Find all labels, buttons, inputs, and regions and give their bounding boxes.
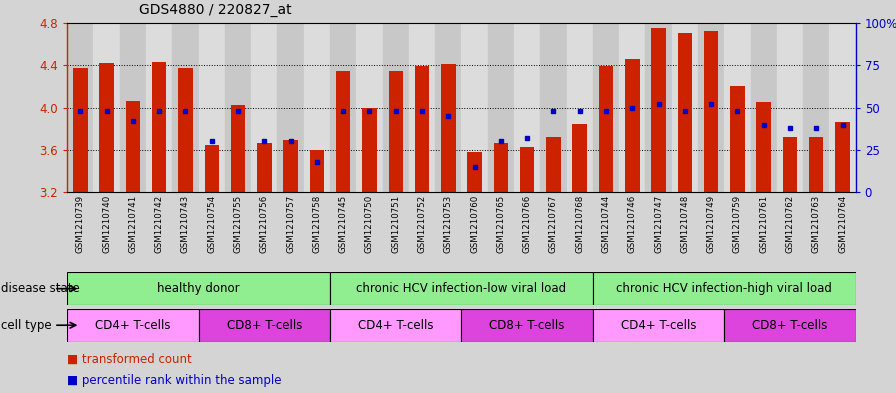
Bar [409, 23, 435, 192]
Bar [573, 123, 587, 192]
Bar [152, 62, 167, 192]
Text: chronic HCV infection-high viral load: chronic HCV infection-high viral load [616, 282, 832, 295]
Bar [730, 86, 745, 192]
Bar [672, 23, 698, 192]
Bar [461, 23, 487, 192]
Bar [566, 23, 593, 192]
Text: CD4+ T-cells: CD4+ T-cells [621, 319, 696, 332]
Bar [724, 23, 751, 192]
Bar [178, 68, 193, 192]
Text: CD4+ T-cells: CD4+ T-cells [95, 319, 170, 332]
Bar [172, 23, 199, 192]
Bar [199, 309, 330, 342]
Bar [330, 309, 461, 342]
Text: disease state: disease state [1, 282, 80, 295]
Bar [257, 143, 271, 192]
Bar [625, 59, 640, 192]
Bar [461, 309, 593, 342]
Bar [487, 23, 514, 192]
Bar [199, 23, 225, 192]
Text: CD8+ T-cells: CD8+ T-cells [753, 319, 828, 332]
Bar [593, 272, 856, 305]
Bar [593, 309, 724, 342]
Bar [310, 150, 324, 192]
Bar [330, 23, 357, 192]
Bar [120, 23, 146, 192]
Bar [677, 33, 692, 192]
Bar [441, 64, 455, 192]
Bar [99, 63, 114, 192]
Bar [783, 137, 797, 192]
Bar [231, 105, 246, 192]
Bar [304, 23, 330, 192]
Text: CD8+ T-cells: CD8+ T-cells [489, 319, 564, 332]
Text: healthy donor: healthy donor [158, 282, 240, 295]
Bar [283, 140, 297, 192]
Bar [146, 23, 172, 192]
Bar [651, 28, 666, 192]
Text: chronic HCV infection-low viral load: chronic HCV infection-low viral load [357, 282, 566, 295]
Bar [599, 66, 613, 192]
Bar [435, 23, 461, 192]
Bar [520, 147, 534, 192]
Text: GDS4880 / 220827_at: GDS4880 / 220827_at [139, 3, 291, 17]
Bar [645, 23, 672, 192]
Bar [698, 23, 724, 192]
Bar [704, 31, 719, 192]
Bar [415, 66, 429, 192]
Bar [540, 23, 566, 192]
Text: ■ transformed count: ■ transformed count [67, 353, 192, 366]
Text: CD8+ T-cells: CD8+ T-cells [227, 319, 302, 332]
Bar [619, 23, 645, 192]
Bar [357, 23, 383, 192]
Text: ■ percentile rank within the sample: ■ percentile rank within the sample [67, 374, 281, 387]
Text: cell type: cell type [1, 319, 52, 332]
Bar [73, 68, 88, 192]
Bar [593, 23, 619, 192]
Bar [125, 101, 140, 192]
Bar [389, 71, 403, 192]
Bar [756, 103, 771, 192]
Bar [547, 137, 561, 192]
Bar [67, 309, 199, 342]
Bar [330, 272, 593, 305]
Bar [468, 152, 482, 192]
Bar [830, 23, 856, 192]
Bar [724, 309, 856, 342]
Bar [494, 143, 508, 192]
Bar [514, 23, 540, 192]
Bar [67, 272, 330, 305]
Bar [777, 23, 803, 192]
Bar [278, 23, 304, 192]
Bar [362, 108, 376, 192]
Bar [225, 23, 251, 192]
Bar [251, 23, 278, 192]
Bar [336, 71, 350, 192]
Bar [751, 23, 777, 192]
Bar [803, 23, 830, 192]
Bar [835, 123, 849, 192]
Bar [67, 23, 93, 192]
Bar [93, 23, 120, 192]
Bar [204, 145, 219, 192]
Bar [383, 23, 409, 192]
Bar [809, 137, 823, 192]
Text: CD4+ T-cells: CD4+ T-cells [358, 319, 434, 332]
